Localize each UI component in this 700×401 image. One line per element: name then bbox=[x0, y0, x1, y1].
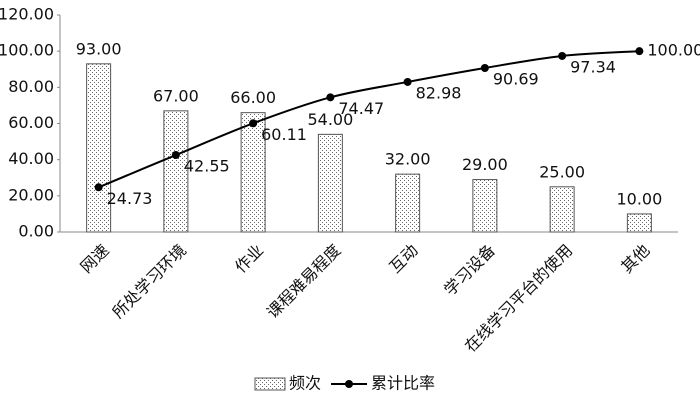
y-tick-label: 120.00 bbox=[0, 5, 54, 24]
x-tick-label: 其他 bbox=[617, 241, 653, 277]
line-point bbox=[558, 51, 567, 60]
bar-value-label: 10.00 bbox=[616, 189, 662, 208]
legend-swatch-dot bbox=[345, 380, 354, 388]
bar bbox=[317, 133, 343, 233]
x-tick-label: 所处学习环境 bbox=[109, 241, 190, 322]
y-tick-label: 20.00 bbox=[8, 185, 54, 204]
x-tick-label: 互动 bbox=[386, 241, 422, 277]
line-point bbox=[635, 47, 644, 56]
legend-label: 累计比率 bbox=[371, 374, 435, 393]
bar bbox=[626, 213, 652, 233]
bar bbox=[395, 173, 421, 233]
line-value-label: 100.00 bbox=[647, 41, 700, 60]
bar-value-label: 25.00 bbox=[539, 162, 585, 181]
line-point bbox=[171, 151, 180, 160]
bar bbox=[549, 186, 575, 233]
line-point bbox=[403, 77, 412, 86]
line-value-label: 42.55 bbox=[184, 157, 230, 176]
bar bbox=[163, 110, 189, 233]
line-value-label: 97.34 bbox=[570, 57, 616, 76]
x-tick-label: 学习设备 bbox=[440, 241, 499, 300]
line-value-label: 74.47 bbox=[338, 99, 384, 118]
line-point bbox=[94, 183, 103, 192]
y-tick-label: 60.00 bbox=[8, 113, 54, 132]
line-value-label: 82.98 bbox=[416, 83, 462, 102]
y-tick-label: 40.00 bbox=[8, 149, 54, 168]
y-tick-label: 0.00 bbox=[18, 222, 54, 241]
legend-swatch bbox=[254, 377, 286, 391]
bar bbox=[472, 179, 498, 233]
bar-value-label: 66.00 bbox=[230, 88, 276, 107]
x-tick-label: 网速 bbox=[77, 241, 113, 277]
line-value-label: 24.73 bbox=[107, 189, 153, 208]
line-point bbox=[480, 64, 489, 73]
x-tick-label: 课程难易程度 bbox=[263, 241, 344, 322]
bar-value-label: 54.00 bbox=[307, 110, 353, 129]
line-point bbox=[326, 93, 335, 102]
bar-value-label: 67.00 bbox=[153, 86, 199, 105]
bar-value-label: 29.00 bbox=[462, 155, 508, 174]
line-value-label: 60.11 bbox=[261, 125, 307, 144]
bar bbox=[86, 63, 112, 233]
bar-value-label: 32.00 bbox=[385, 150, 431, 169]
legend-label: 频次 bbox=[289, 374, 321, 393]
line-point bbox=[249, 119, 258, 128]
bar-value-label: 93.00 bbox=[76, 39, 122, 58]
bar bbox=[240, 112, 266, 233]
y-tick-label: 80.00 bbox=[8, 77, 54, 96]
y-tick-label: 100.00 bbox=[0, 41, 54, 60]
x-tick-label: 作业 bbox=[231, 241, 267, 277]
line-value-label: 90.69 bbox=[493, 70, 539, 89]
